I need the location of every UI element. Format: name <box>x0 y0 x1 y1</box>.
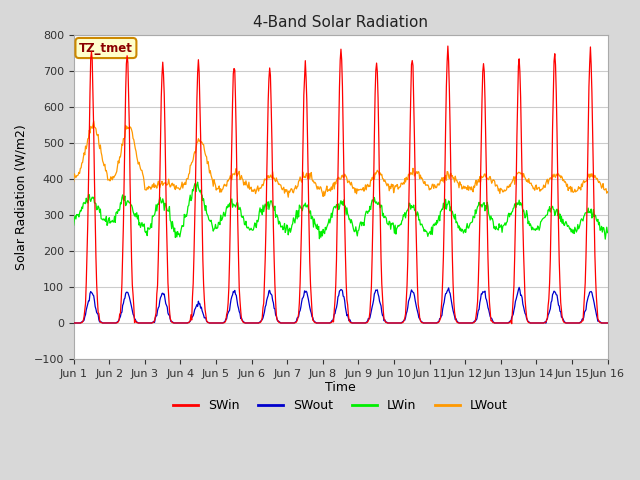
Title: 4-Band Solar Radiation: 4-Band Solar Radiation <box>253 15 428 30</box>
Y-axis label: Solar Radiation (W/m2): Solar Radiation (W/m2) <box>15 124 28 270</box>
Text: TZ_tmet: TZ_tmet <box>79 41 133 55</box>
Legend: SWin, SWout, LWin, LWout: SWin, SWout, LWin, LWout <box>168 395 513 418</box>
X-axis label: Time: Time <box>325 382 356 395</box>
